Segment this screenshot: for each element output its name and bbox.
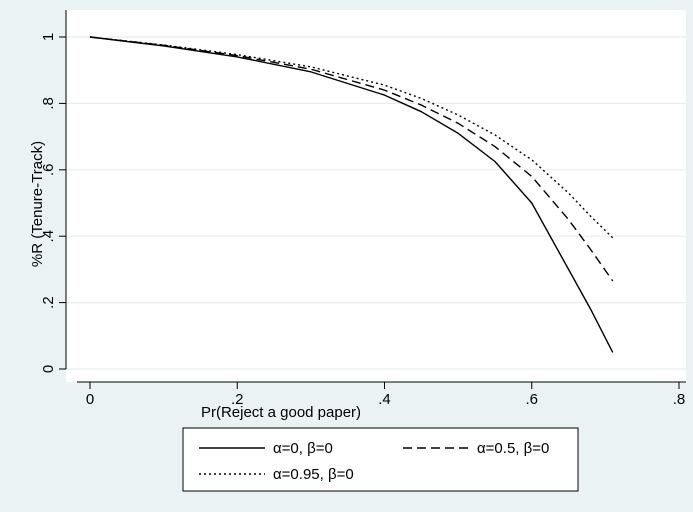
legend: α=0, β=0 α=0.5, β=0 α=0.95, β=0 [182,427,579,492]
legend-label-1: α=0.5, β=0 [477,440,549,457]
series-line-2 [89,36,614,239]
legend-label-0: α=0, β=0 [273,440,333,457]
x-tick-label-1: .2 [231,391,244,408]
x-axis-label: Pr(Reject a good paper) [201,404,361,421]
series-lines [89,36,614,353]
y-tick-label-0: 0 [40,365,57,373]
y-tick-label-3: .6 [40,164,57,177]
x-tick-label-4: .8 [673,391,686,408]
y-axis-ticks: 0 .2 .4 .6 .8 1 [40,33,66,373]
series-line-1 [89,36,614,282]
legend-box [182,427,579,492]
grid-lines [66,36,686,370]
plot-background [66,10,686,382]
y-tick-label-2: .4 [40,230,57,243]
legend-label-2: α=0.95, β=0 [273,466,354,483]
x-tick-label-3: .6 [525,391,538,408]
x-axis-ticks: 0 .2 .4 .6 .8 [86,382,685,408]
series-line-0 [89,36,614,353]
y-tick-label-1: .2 [40,296,57,309]
x-tick-label-0: 0 [86,391,94,408]
x-tick-label-2: .4 [378,391,391,408]
y-tick-label-4: .8 [40,97,57,110]
y-tick-label-5: 1 [40,33,57,41]
y-axis-label: %R (Tenure-Track) [29,141,46,267]
